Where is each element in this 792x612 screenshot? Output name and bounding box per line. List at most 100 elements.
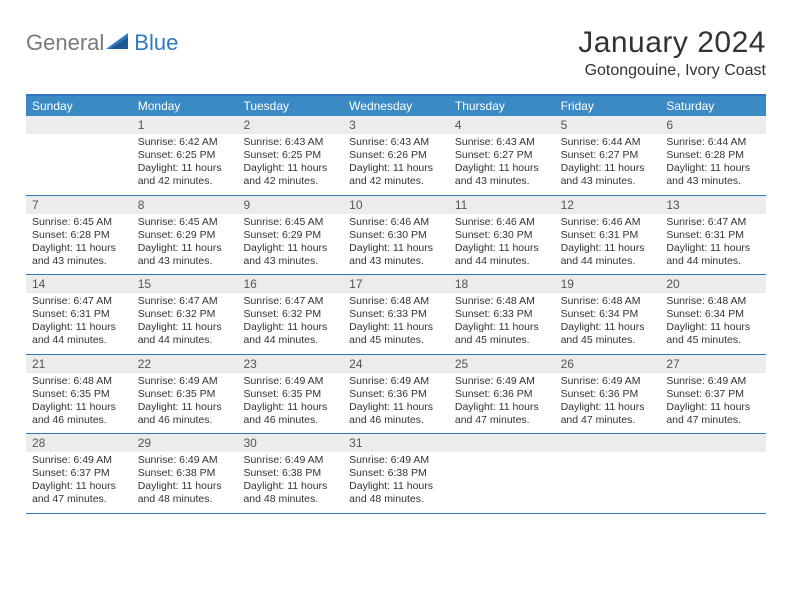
day-body: Sunrise: 6:47 AMSunset: 6:32 PMDaylight:… <box>132 293 238 348</box>
day-cell: 16Sunrise: 6:47 AMSunset: 6:32 PMDayligh… <box>237 275 343 354</box>
day-number: 6 <box>660 116 766 134</box>
sunrise-line: Sunrise: 6:49 AM <box>666 375 760 388</box>
brand-triangle-icon <box>106 31 132 56</box>
day-body: Sunrise: 6:45 AMSunset: 6:29 PMDaylight:… <box>237 214 343 269</box>
day-body: Sunrise: 6:49 AMSunset: 6:38 PMDaylight:… <box>343 452 449 507</box>
week-row: 21Sunrise: 6:48 AMSunset: 6:35 PMDayligh… <box>26 355 766 435</box>
day-body: Sunrise: 6:48 AMSunset: 6:35 PMDaylight:… <box>26 373 132 428</box>
sunset-line: Sunset: 6:29 PM <box>138 229 232 242</box>
day-number <box>555 434 661 452</box>
sunrise-line: Sunrise: 6:45 AM <box>243 216 337 229</box>
sunrise-line: Sunrise: 6:45 AM <box>138 216 232 229</box>
day-cell: 20Sunrise: 6:48 AMSunset: 6:34 PMDayligh… <box>660 275 766 354</box>
daylight-line: Daylight: 11 hours and 47 minutes. <box>32 480 126 506</box>
daylight-line: Daylight: 11 hours and 44 minutes. <box>32 321 126 347</box>
sunrise-line: Sunrise: 6:49 AM <box>243 375 337 388</box>
day-cell: 23Sunrise: 6:49 AMSunset: 6:35 PMDayligh… <box>237 355 343 434</box>
day-body: Sunrise: 6:46 AMSunset: 6:31 PMDaylight:… <box>555 214 661 269</box>
day-number: 16 <box>237 275 343 293</box>
day-body: Sunrise: 6:43 AMSunset: 6:25 PMDaylight:… <box>237 134 343 189</box>
daylight-line: Daylight: 11 hours and 42 minutes. <box>243 162 337 188</box>
weekday-header: Wednesday <box>343 96 449 116</box>
sunrise-line: Sunrise: 6:45 AM <box>32 216 126 229</box>
sunrise-line: Sunrise: 6:43 AM <box>349 136 443 149</box>
sunset-line: Sunset: 6:33 PM <box>455 308 549 321</box>
day-cell <box>555 434 661 513</box>
day-body: Sunrise: 6:44 AMSunset: 6:27 PMDaylight:… <box>555 134 661 189</box>
week-row: 7Sunrise: 6:45 AMSunset: 6:28 PMDaylight… <box>26 196 766 276</box>
sunset-line: Sunset: 6:38 PM <box>243 467 337 480</box>
day-number: 12 <box>555 196 661 214</box>
day-cell: 5Sunrise: 6:44 AMSunset: 6:27 PMDaylight… <box>555 116 661 195</box>
day-number: 31 <box>343 434 449 452</box>
day-cell: 24Sunrise: 6:49 AMSunset: 6:36 PMDayligh… <box>343 355 449 434</box>
sunrise-line: Sunrise: 6:44 AM <box>561 136 655 149</box>
sunrise-line: Sunrise: 6:49 AM <box>561 375 655 388</box>
sunset-line: Sunset: 6:31 PM <box>561 229 655 242</box>
sunset-line: Sunset: 6:28 PM <box>32 229 126 242</box>
daylight-line: Daylight: 11 hours and 45 minutes. <box>455 321 549 347</box>
sunset-line: Sunset: 6:25 PM <box>138 149 232 162</box>
day-number: 23 <box>237 355 343 373</box>
day-body: Sunrise: 6:46 AMSunset: 6:30 PMDaylight:… <box>343 214 449 269</box>
daylight-line: Daylight: 11 hours and 48 minutes. <box>243 480 337 506</box>
sunset-line: Sunset: 6:31 PM <box>666 229 760 242</box>
daylight-line: Daylight: 11 hours and 47 minutes. <box>666 401 760 427</box>
day-number: 27 <box>660 355 766 373</box>
day-number <box>26 116 132 134</box>
location-text: Gotongouine, Ivory Coast <box>578 62 766 80</box>
day-body: Sunrise: 6:49 AMSunset: 6:36 PMDaylight:… <box>555 373 661 428</box>
day-number: 21 <box>26 355 132 373</box>
sunset-line: Sunset: 6:36 PM <box>455 388 549 401</box>
day-cell: 19Sunrise: 6:48 AMSunset: 6:34 PMDayligh… <box>555 275 661 354</box>
day-number: 25 <box>449 355 555 373</box>
daylight-line: Daylight: 11 hours and 43 minutes. <box>138 242 232 268</box>
day-cell: 3Sunrise: 6:43 AMSunset: 6:26 PMDaylight… <box>343 116 449 195</box>
sunset-line: Sunset: 6:38 PM <box>138 467 232 480</box>
daylight-line: Daylight: 11 hours and 45 minutes. <box>666 321 760 347</box>
day-cell: 8 Sunrise: 6:45 AMSunset: 6:29 PMDaylight… <box>132 196 238 275</box>
day-body: Sunrise: 6:44 AMSunset: 6:28 PMDaylight:… <box>660 134 766 189</box>
day-number: 30 <box>237 434 343 452</box>
day-number: 14 <box>26 275 132 293</box>
day-body: Sunrise: 6:49 AMSunset: 6:38 PMDaylight:… <box>237 452 343 507</box>
day-body: Sunrise: 6:47 AMSunset: 6:31 PMDaylight:… <box>26 293 132 348</box>
day-cell <box>660 434 766 513</box>
day-body: Sunrise: 6:49 AMSunset: 6:37 PMDaylight:… <box>26 452 132 507</box>
day-number: 8 <box>132 196 238 214</box>
day-body: Sunrise: 6:49 AMSunset: 6:36 PMDaylight:… <box>343 373 449 428</box>
day-body: Sunrise: 6:42 AMSunset: 6:25 PMDaylight:… <box>132 134 238 189</box>
sunrise-line: Sunrise: 6:47 AM <box>243 295 337 308</box>
day-body: Sunrise: 6:49 AMSunset: 6:35 PMDaylight:… <box>237 373 343 428</box>
day-body: Sunrise: 6:46 AMSunset: 6:30 PMDaylight:… <box>449 214 555 269</box>
calendar-grid: SundayMondayTuesdayWednesdayThursdayFrid… <box>26 94 766 514</box>
daylight-line: Daylight: 11 hours and 44 minutes. <box>455 242 549 268</box>
daylight-line: Daylight: 11 hours and 45 minutes. <box>561 321 655 347</box>
sunset-line: Sunset: 6:34 PM <box>561 308 655 321</box>
sunset-line: Sunset: 6:37 PM <box>32 467 126 480</box>
sunset-line: Sunset: 6:28 PM <box>666 149 760 162</box>
day-body: Sunrise: 6:45 AMSunset: 6:28 PMDaylight:… <box>26 214 132 269</box>
day-number: 22 <box>132 355 238 373</box>
day-number: 1 <box>132 116 238 134</box>
day-number: 5 <box>555 116 661 134</box>
daylight-line: Daylight: 11 hours and 46 minutes. <box>32 401 126 427</box>
weekday-header: Thursday <box>449 96 555 116</box>
day-cell: 25Sunrise: 6:49 AMSunset: 6:36 PMDayligh… <box>449 355 555 434</box>
day-body: Sunrise: 6:49 AMSunset: 6:35 PMDaylight:… <box>132 373 238 428</box>
daylight-line: Daylight: 11 hours and 46 minutes. <box>349 401 443 427</box>
weekday-header: Monday <box>132 96 238 116</box>
sunrise-line: Sunrise: 6:49 AM <box>349 375 443 388</box>
daylight-line: Daylight: 11 hours and 43 minutes. <box>666 162 760 188</box>
day-number: 11 <box>449 196 555 214</box>
day-cell: 29Sunrise: 6:49 AMSunset: 6:38 PMDayligh… <box>132 434 238 513</box>
header: General Blue January 2024 Gotongouine, I… <box>26 26 766 80</box>
sunrise-line: Sunrise: 6:46 AM <box>455 216 549 229</box>
sunset-line: Sunset: 6:33 PM <box>349 308 443 321</box>
day-body: Sunrise: 6:48 AMSunset: 6:33 PMDaylight:… <box>343 293 449 348</box>
day-body: Sunrise: 6:49 AMSunset: 6:36 PMDaylight:… <box>449 373 555 428</box>
day-number: 26 <box>555 355 661 373</box>
daylight-line: Daylight: 11 hours and 44 minutes. <box>666 242 760 268</box>
sunrise-line: Sunrise: 6:42 AM <box>138 136 232 149</box>
day-body: Sunrise: 6:49 AMSunset: 6:38 PMDaylight:… <box>132 452 238 507</box>
